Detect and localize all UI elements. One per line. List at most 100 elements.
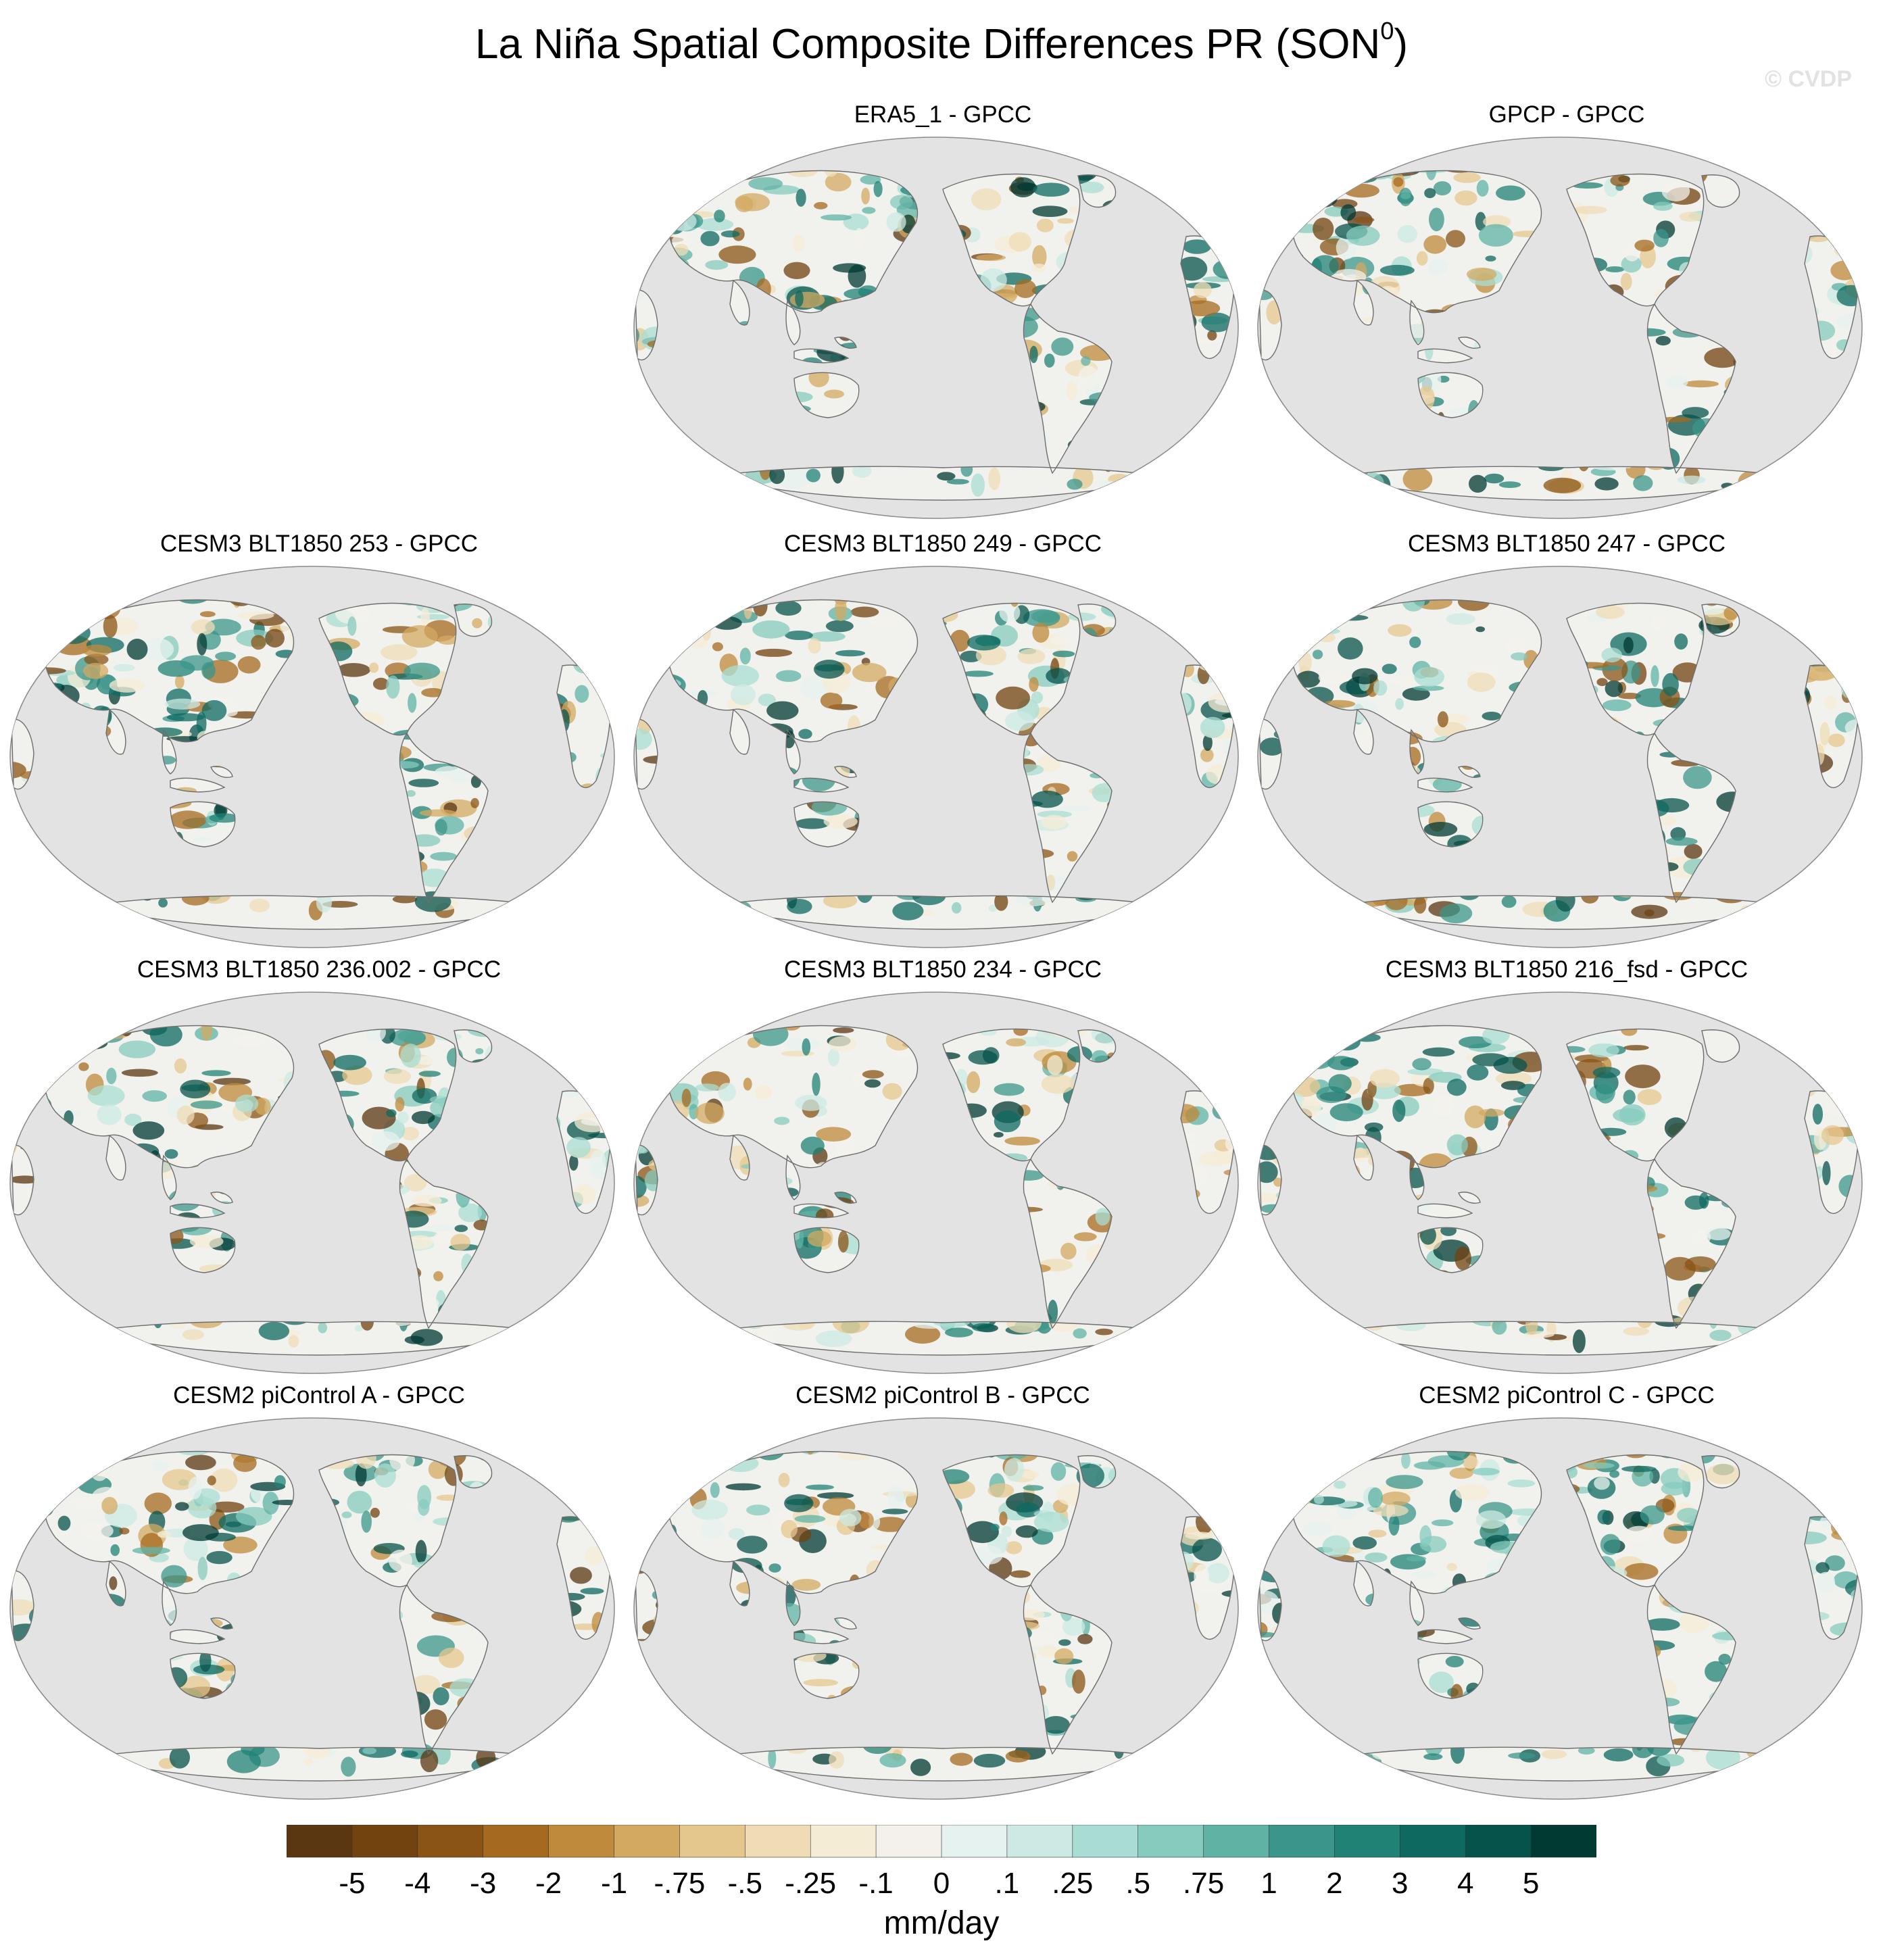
colorbar-box xyxy=(1269,1825,1336,1858)
coastline xyxy=(170,1652,236,1699)
map-panel-m236: CESM3 BLT1850 236.002 - GPCC xyxy=(8,956,630,1389)
panel-title: ERA5_1 - GPCC xyxy=(854,101,1032,128)
coastline xyxy=(1077,604,1117,637)
coastline xyxy=(1353,708,1425,775)
colorbar-tick-label: -2 xyxy=(535,1867,562,1900)
panel-title: CESM2 piControl C - GPCC xyxy=(1419,1382,1715,1408)
map-panel-m247: CESM3 BLT1850 247 - GPCC xyxy=(1256,531,1878,963)
coastline xyxy=(1258,1570,1282,1642)
coastline xyxy=(793,337,857,364)
colorbar-box xyxy=(941,1825,1008,1858)
panel-title: CESM3 BLT1850 216_fsd - GPCC xyxy=(1385,956,1748,983)
map-panel-m216: CESM3 BLT1850 216_fsd - GPCC xyxy=(1256,956,1878,1389)
colorbar-box xyxy=(287,1825,353,1858)
colorbar-box xyxy=(679,1825,746,1858)
coastline xyxy=(11,1144,34,1216)
coastline xyxy=(318,1454,457,1588)
colorbar-tick-label: .5 xyxy=(1125,1867,1151,1900)
coastline xyxy=(170,1192,233,1219)
colorbar-box xyxy=(1203,1825,1270,1858)
coastline xyxy=(1701,1455,1740,1489)
world-map xyxy=(9,991,615,1374)
coastline xyxy=(793,801,860,848)
coastline xyxy=(1292,599,1542,743)
colorbar-box xyxy=(1530,1825,1596,1858)
colorbar-tick-label: -.75 xyxy=(654,1867,706,1900)
coastline xyxy=(399,1158,489,1329)
coastline xyxy=(1417,1227,1484,1273)
colorbar-tick-label: -4 xyxy=(404,1867,431,1900)
colorbar-box xyxy=(1400,1825,1467,1858)
coastline xyxy=(454,1029,493,1063)
coastline xyxy=(45,1450,295,1594)
coastline xyxy=(1566,1454,1705,1588)
coastline xyxy=(635,289,658,361)
colorbar-box xyxy=(351,1825,418,1858)
coastline xyxy=(1701,604,1740,637)
coastline xyxy=(1417,372,1484,418)
colorbar-tick-label: -1 xyxy=(600,1867,628,1900)
map-panel-picB: CESM2 piControl B - GPCC xyxy=(632,1382,1254,1815)
colorbar-tick-label: -5 xyxy=(339,1867,366,1900)
colorbar-tick-label: .75 xyxy=(1183,1867,1225,1900)
colorbar-tick-label: 0 xyxy=(933,1867,950,1900)
map-panel-era5: ERA5_1 - GPCC xyxy=(632,101,1254,534)
coastline xyxy=(11,1570,34,1642)
coastline xyxy=(1258,1144,1282,1216)
colorbar-tick-label: -.1 xyxy=(858,1867,894,1900)
world-map xyxy=(9,1417,615,1800)
coastline xyxy=(170,1227,236,1273)
coastline xyxy=(635,1570,658,1642)
map-panel-m249: CESM3 BLT1850 249 - GPCC xyxy=(632,531,1254,963)
coastline xyxy=(793,766,857,793)
coastline xyxy=(170,801,236,848)
world-map xyxy=(1257,566,1863,948)
world-map xyxy=(1257,991,1863,1374)
colorbar-box xyxy=(1465,1825,1532,1858)
coastline xyxy=(1566,173,1705,307)
world-map xyxy=(9,566,615,948)
colorbar-box xyxy=(483,1825,549,1858)
coastline xyxy=(942,173,1081,307)
coastline xyxy=(170,1617,233,1644)
coastline xyxy=(399,732,489,904)
coastline xyxy=(454,604,493,637)
colorbar-box xyxy=(875,1825,942,1858)
coastline xyxy=(399,1584,489,1755)
colorbar-box xyxy=(548,1825,615,1858)
colorbar-tick-label: 1 xyxy=(1261,1867,1277,1900)
coastline xyxy=(729,1560,801,1626)
coastline xyxy=(1417,1652,1484,1699)
coastline xyxy=(793,1227,860,1273)
coastline xyxy=(635,1144,658,1216)
coastline xyxy=(793,1652,860,1699)
coastline xyxy=(1023,732,1112,904)
coastline xyxy=(1258,289,1282,361)
panel-title: CESM3 BLT1850 253 - GPCC xyxy=(160,531,479,557)
colorbar-tick-label: 2 xyxy=(1326,1867,1343,1900)
coastline xyxy=(1417,1192,1481,1219)
coastline xyxy=(105,1560,177,1626)
coastline xyxy=(729,279,801,345)
colorbar-tick-label: .25 xyxy=(1052,1867,1094,1900)
coastline xyxy=(105,1134,177,1200)
colorbar-box xyxy=(614,1825,681,1858)
coastline xyxy=(454,1455,493,1489)
coastline xyxy=(45,599,295,743)
coastline xyxy=(1292,1450,1542,1594)
colorbar-tick-label: 5 xyxy=(1522,1867,1540,1900)
world-map xyxy=(633,566,1239,948)
panel-title: CESM3 BLT1850 247 - GPCC xyxy=(1407,531,1726,557)
panel-title: CESM2 piControl B - GPCC xyxy=(796,1382,1090,1408)
coastline xyxy=(942,602,1081,736)
coastline xyxy=(1646,303,1736,474)
coastline xyxy=(1646,1584,1736,1755)
coastline xyxy=(1353,279,1425,345)
map-panel-picA: CESM2 piControl A - GPCC xyxy=(8,1382,630,1815)
colorbar xyxy=(287,1825,1596,1858)
coastline xyxy=(1646,732,1736,904)
map-panel-picC: CESM2 piControl C - GPCC xyxy=(1256,1382,1878,1815)
coastline xyxy=(1023,1584,1112,1755)
cvdp-watermark: © CVDP xyxy=(1765,66,1852,92)
colorbar-tick-label: 3 xyxy=(1392,1867,1409,1900)
